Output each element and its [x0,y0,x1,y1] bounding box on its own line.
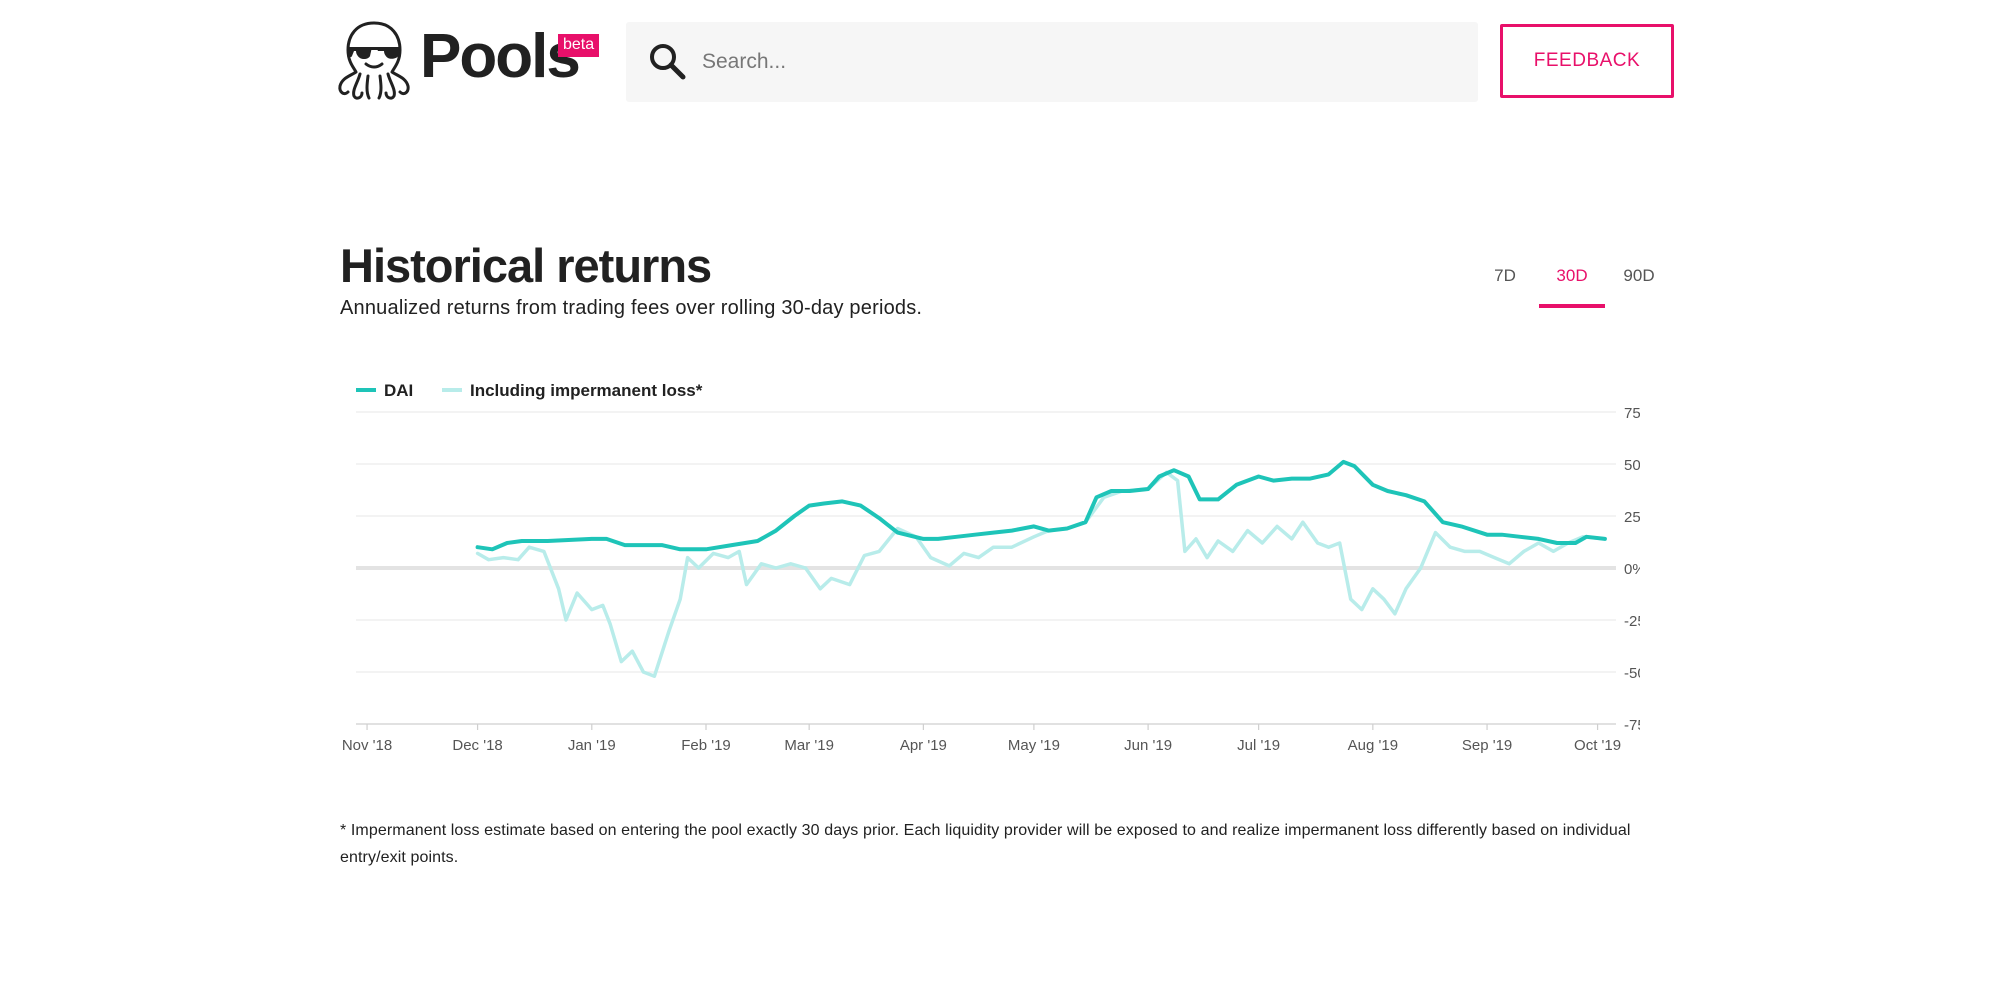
y-tick-label: 50% [1624,457,1640,474]
footnote: * Impermanent loss estimate based on ent… [340,822,1631,866]
series-line-dai [475,459,1607,552]
section-title: Historical returns [340,239,712,292]
y-tick-label: 75% [1624,405,1640,422]
y-tick-label: -75% [1624,717,1640,734]
search-input[interactable] [702,40,1442,84]
x-tick-label: Jan '19 [568,737,616,754]
x-tick-label: Mar '19 [784,737,834,754]
x-tick-label: May '19 [1008,737,1060,754]
x-tick-label: Oct '19 [1574,737,1621,754]
x-tick-label: Dec '18 [452,737,502,754]
y-tick-label: 25% [1624,509,1640,526]
x-tick-label: Sep '19 [1462,737,1512,754]
x-tick-label: Apr '19 [900,737,947,754]
tab-7d[interactable]: 7D [1494,266,1516,285]
search-icon [650,44,686,80]
header: Pools beta FEEDBACK [336,20,1674,102]
x-tick-label: Feb '19 [681,737,731,754]
legend-label-dai: DAI [384,381,413,400]
logo[interactable]: Pools beta [336,20,606,102]
legend-label-il: Including impermanent loss* [470,381,703,400]
returns-chart-svg: 75% 50% 25% 0% -25% -50% -75% Nov '18 Dec '18 Jan… [342,381,1640,754]
feedback-button[interactable]: FEEDBACK [1500,24,1674,98]
y-tick-label: -50% [1624,665,1640,682]
x-tick-label: Jul '19 [1237,737,1280,754]
x-tick-label: Jun '19 [1124,737,1172,754]
y-tick-label: -25% [1624,613,1640,630]
octopus-logo-icon [338,21,410,100]
tab-30d[interactable]: 30D [1556,266,1588,285]
series-line-impermanent-loss [475,470,1607,678]
range-tabs: 7D 30D 90D [1480,256,1680,312]
active-tab-indicator [1539,304,1605,308]
section-subtitle: Annualized returns from trading fees ove… [340,297,923,319]
returns-chart: 75% 50% 25% 0% -25% -50% -75% Nov '18 Dec '18 Jan… [340,360,1640,770]
search-bar[interactable] [626,22,1478,102]
x-tick-label: Aug '19 [1348,737,1398,754]
logo-text: Pools [420,22,581,91]
x-tick-label: Nov '18 [342,737,392,754]
y-tick-label: 0% [1624,561,1640,578]
beta-badge: beta [558,34,600,57]
tab-90d[interactable]: 90D [1623,266,1655,285]
